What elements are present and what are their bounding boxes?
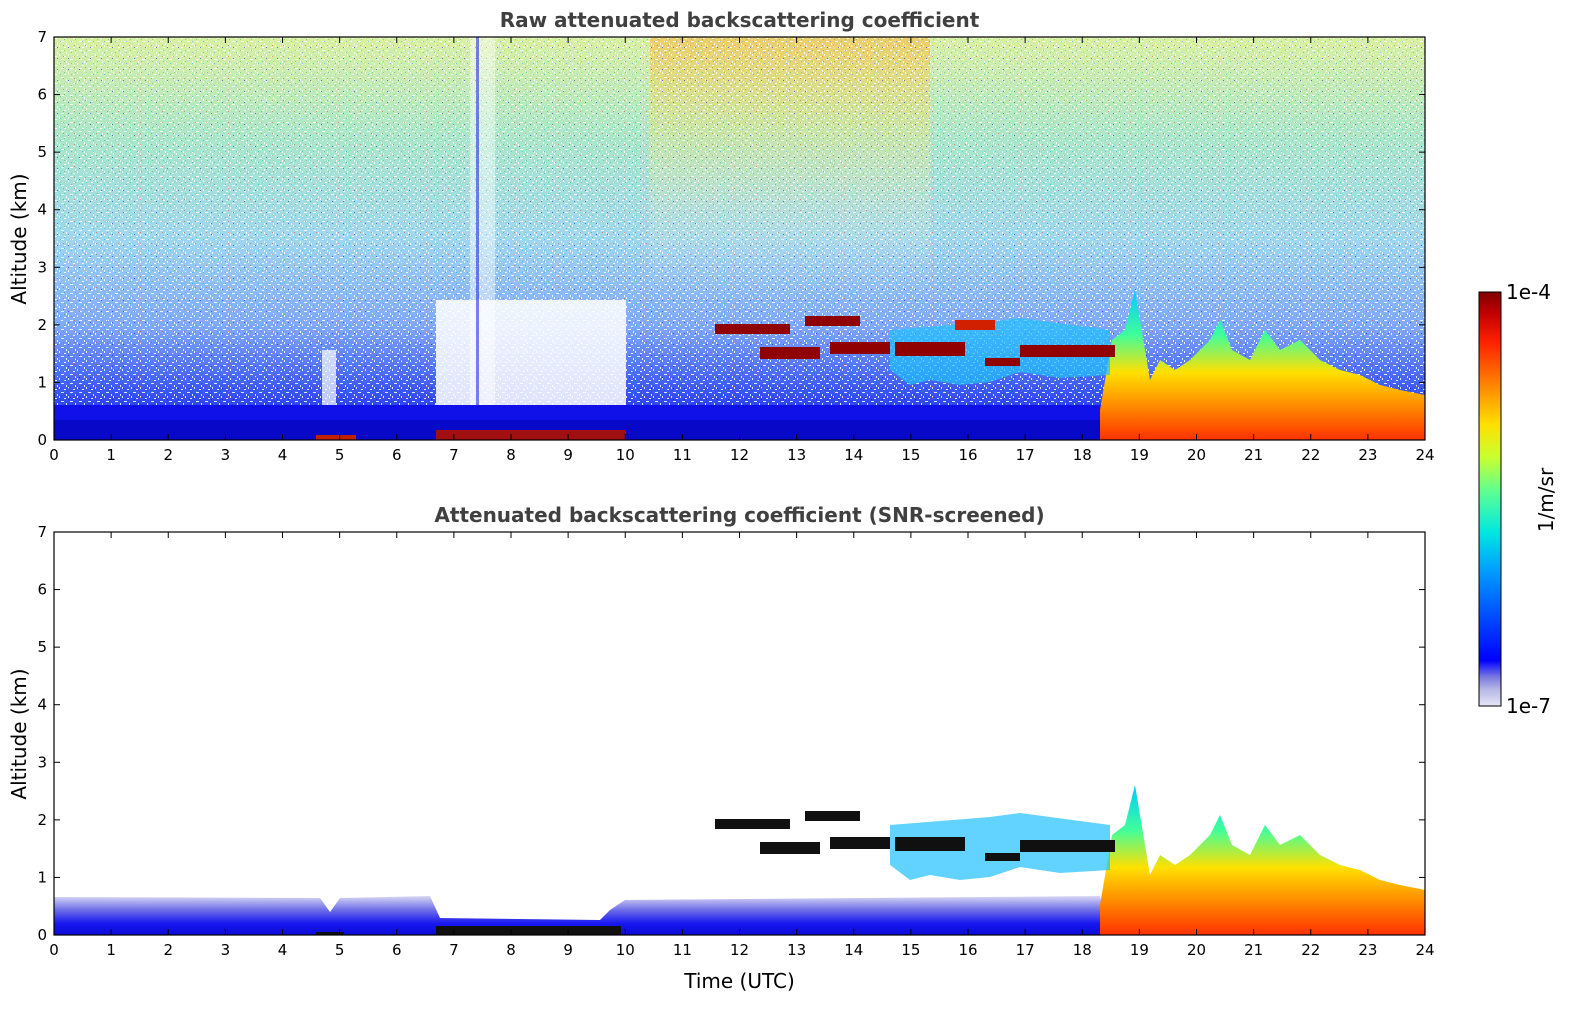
panel2-xtick-label: 11	[673, 941, 692, 959]
panel1-xtick-label: 21	[1244, 446, 1263, 464]
colorbar-max-label: 1e-4	[1506, 280, 1551, 304]
panel1-xtick-label: 2	[163, 446, 173, 464]
panel1-ytick-label: 4	[37, 201, 47, 219]
panel2-xtick-label: 5	[335, 941, 345, 959]
panel2-xtick-label: 12	[730, 941, 749, 959]
panel2-xtick-label: 19	[1130, 941, 1149, 959]
panel1-xtick-label: 4	[278, 446, 288, 464]
panel1-xtick-label: 19	[1130, 446, 1149, 464]
panel1-xtick-label: 1	[106, 446, 116, 464]
panel2-ytick-label: 5	[37, 638, 47, 656]
panel2-xtick-label: 13	[787, 941, 806, 959]
panel2-ytick-label: 6	[37, 581, 47, 599]
panel2-xtick-label: 0	[49, 941, 59, 959]
panel2-xtick-label: 8	[506, 941, 516, 959]
panel1-ytick-label: 3	[37, 258, 47, 276]
panel2-ytick-label: 1	[37, 868, 47, 886]
panel1-xtick-label: 5	[335, 446, 345, 464]
panel2-xtick-label: 16	[958, 941, 977, 959]
panel1-xtick-label: 6	[392, 446, 402, 464]
panel2-xtick-label: 9	[563, 941, 573, 959]
panel1-xtick-label: 7	[449, 446, 459, 464]
panel2-xtick-label: 23	[1358, 941, 1377, 959]
panel1-xtick-label: 15	[901, 446, 920, 464]
panel1-xtick-label: 12	[730, 446, 749, 464]
panel2-xtick-label: 1	[106, 941, 116, 959]
panel2-xtick-label: 7	[449, 941, 459, 959]
panel1-title: Raw attenuated backscattering coefficien…	[500, 8, 980, 32]
panel2-xtick-label: 20	[1187, 941, 1206, 959]
panel2-xtick-label: 10	[616, 941, 635, 959]
panel1-xtick-label: 0	[49, 446, 59, 464]
colorbar: 1e-4 1e-7 1/m/sr	[1478, 280, 1558, 718]
panel1-xtick-label: 13	[787, 446, 806, 464]
panel1-heatmap	[54, 37, 1425, 440]
panel1-xtick-label: 11	[673, 446, 692, 464]
panel1-xtick-label: 24	[1415, 446, 1434, 464]
panel1-xtick-label: 14	[844, 446, 863, 464]
panel-raw: Raw attenuated backscattering coefficien…	[7, 8, 1435, 464]
colorbar-scale	[1478, 291, 1502, 707]
panel2-ylabel: Altitude (km)	[7, 668, 31, 799]
panel2-ytick-label: 4	[37, 696, 47, 714]
panel1-ylabel: Altitude (km)	[7, 173, 31, 304]
panel2-xtick-label: 21	[1244, 941, 1263, 959]
panel2-xtick-label: 6	[392, 941, 402, 959]
panel2-ytick-label: 7	[37, 523, 47, 541]
panel1-xtick-label: 18	[1073, 446, 1092, 464]
panel2-xtick-label: 18	[1073, 941, 1092, 959]
panel2-ytick-label: 0	[37, 926, 47, 944]
panel2-xtick-label: 4	[278, 941, 288, 959]
panel1-xtick-label: 23	[1358, 446, 1377, 464]
panel1-xtick-label: 17	[1016, 446, 1035, 464]
panel2-xlabel: Time (UTC)	[683, 969, 795, 993]
panel1-xtick-label: 22	[1301, 446, 1320, 464]
panel1-ytick-label: 1	[37, 373, 47, 391]
panel1-xtick-label: 10	[616, 446, 635, 464]
colorbar-unit-label: 1/m/sr	[1534, 467, 1558, 532]
panel1-ytick-label: 7	[37, 28, 47, 46]
panel1-xtick-label: 16	[958, 446, 977, 464]
panel2-ytick-label: 2	[37, 811, 47, 829]
panel1-xtick-label: 9	[563, 446, 573, 464]
panel2-xtick-label: 24	[1415, 941, 1434, 959]
panel1-ytick-label: 0	[37, 431, 47, 449]
panel2-xtick-label: 22	[1301, 941, 1320, 959]
panel-screened: Attenuated backscattering coefficient (S…	[7, 503, 1435, 993]
panel2-ytick-label: 3	[37, 753, 47, 771]
panel2-xtick-label: 3	[221, 941, 231, 959]
colorbar-min-label: 1e-7	[1506, 694, 1551, 718]
panel1-ticks: 0 1 2 3 4 5 6 7 8 9 10 11 12 13 14 15 16 17 18 19 20 21 22 23 24…	[37, 28, 1434, 464]
panel1-ytick-label: 2	[37, 316, 47, 334]
panel2-xtick-label: 14	[844, 941, 863, 959]
panel1-ytick-label: 5	[37, 143, 47, 161]
panel2-title: Attenuated backscattering coefficient (S…	[434, 503, 1044, 527]
panel2-xtick-label: 15	[901, 941, 920, 959]
panel2-xtick-label: 2	[163, 941, 173, 959]
panel2-xtick-label: 17	[1016, 941, 1035, 959]
panel2-ticks: 0 1 2 3 4 5 6 7 8 9 10 11 12 13 14 15 16 17 18 19 20 21 22 23 24…	[37, 523, 1434, 959]
panel2-heatmap	[54, 532, 1425, 935]
panel1-xtick-label: 20	[1187, 446, 1206, 464]
panel1-ytick-label: 6	[37, 86, 47, 104]
panel1-xtick-label: 3	[221, 446, 231, 464]
panel1-xtick-label: 8	[506, 446, 516, 464]
